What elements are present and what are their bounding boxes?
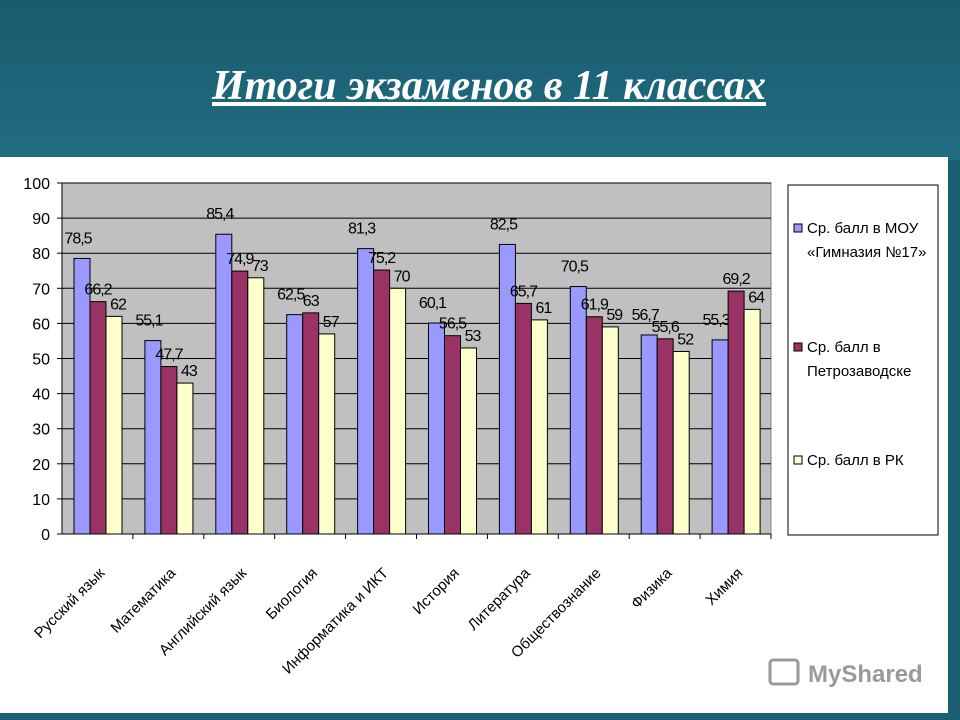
legend-label: Ср. балл в bbox=[807, 339, 881, 356]
legend-label: «Гимназия №17» bbox=[807, 244, 926, 261]
watermark-logo-icon bbox=[768, 658, 800, 686]
data-label: 64 bbox=[748, 289, 765, 306]
legend-label: Ср. балл в РК bbox=[807, 452, 904, 469]
legend-swatch bbox=[793, 455, 803, 465]
x-tick-label: Литература bbox=[465, 564, 535, 634]
y-tick-label: 60 bbox=[32, 316, 50, 333]
bar bbox=[569, 286, 587, 535]
bar bbox=[215, 233, 233, 535]
data-label: 62,5 bbox=[277, 287, 305, 304]
bar bbox=[247, 277, 265, 535]
bar bbox=[318, 333, 336, 535]
x-tick-label: Русский язык bbox=[31, 565, 109, 643]
y-tick-label: 10 bbox=[32, 492, 50, 509]
data-label: 53 bbox=[465, 328, 482, 345]
bar bbox=[460, 347, 477, 535]
bar bbox=[105, 315, 123, 535]
data-label: 61 bbox=[536, 300, 553, 317]
slide-title: Итоги экзаменов в 11 классах bbox=[212, 63, 767, 109]
bar bbox=[144, 340, 162, 535]
y-tick-label: 40 bbox=[32, 387, 50, 404]
y-tick-label: 100 bbox=[23, 176, 50, 193]
y-tick-label: 30 bbox=[32, 422, 50, 439]
data-label: 55,6 bbox=[652, 319, 680, 336]
bar bbox=[357, 248, 375, 535]
legend-label: Петрозаводске bbox=[807, 363, 911, 380]
data-label: 63 bbox=[303, 293, 320, 310]
bar bbox=[743, 308, 761, 535]
data-label: 56,7 bbox=[632, 307, 660, 324]
bar bbox=[428, 322, 445, 535]
bar bbox=[389, 287, 407, 535]
bar bbox=[302, 312, 320, 535]
data-label: 70 bbox=[394, 268, 411, 285]
data-label: 73 bbox=[252, 258, 269, 275]
data-label: 69,2 bbox=[723, 271, 751, 288]
bar bbox=[73, 257, 91, 535]
data-label: 85,4 bbox=[206, 206, 234, 223]
y-tick-label: 0 bbox=[41, 527, 50, 544]
data-label: 52 bbox=[677, 331, 694, 348]
y-tick-label: 20 bbox=[32, 457, 50, 474]
bar bbox=[514, 302, 532, 535]
x-tick-label: Биология bbox=[263, 565, 321, 623]
bar bbox=[656, 338, 674, 535]
data-label: 61,9 bbox=[581, 297, 609, 314]
data-label: 70,5 bbox=[561, 259, 589, 276]
data-label: 59 bbox=[606, 307, 623, 324]
data-label: 82,5 bbox=[490, 216, 518, 233]
bar bbox=[672, 350, 690, 535]
bar bbox=[176, 382, 194, 535]
data-label: 62 bbox=[110, 296, 127, 313]
data-label: 65,7 bbox=[510, 283, 538, 300]
data-label: 55,3 bbox=[703, 312, 731, 329]
data-label: 56,5 bbox=[439, 316, 467, 333]
data-label: 57 bbox=[323, 314, 340, 331]
data-label: 60,1 bbox=[419, 295, 447, 312]
legend-box bbox=[787, 184, 939, 536]
bar bbox=[286, 314, 304, 535]
bar bbox=[231, 270, 249, 535]
watermark: MyShared bbox=[808, 661, 923, 688]
data-label: 55,1 bbox=[135, 313, 163, 330]
header-background bbox=[0, 0, 960, 160]
data-label: 66,2 bbox=[84, 282, 112, 299]
data-label: 74,9 bbox=[226, 251, 254, 268]
bar bbox=[727, 290, 745, 535]
bar bbox=[711, 339, 729, 535]
bar bbox=[640, 334, 658, 535]
legend-swatch bbox=[793, 342, 803, 352]
data-label: 47,7 bbox=[155, 347, 183, 364]
x-tick-label: История bbox=[410, 565, 463, 618]
y-tick-label: 70 bbox=[32, 281, 50, 298]
bar bbox=[601, 326, 619, 535]
y-tick-label: 50 bbox=[32, 352, 50, 369]
data-label: 75,2 bbox=[368, 250, 396, 267]
x-tick-label: Химия bbox=[702, 565, 746, 609]
y-tick-label: 80 bbox=[32, 246, 50, 263]
x-tick-label: Математика bbox=[107, 564, 179, 636]
bar bbox=[444, 335, 461, 535]
bar bbox=[89, 301, 107, 535]
legend-swatch bbox=[793, 223, 803, 233]
bar bbox=[160, 366, 178, 535]
y-tick-label: 90 bbox=[32, 211, 50, 228]
bar bbox=[373, 269, 391, 535]
legend-label: Ср. балл в МОУ bbox=[807, 220, 919, 237]
data-label: 43 bbox=[181, 363, 198, 380]
x-tick-label: Физика bbox=[628, 564, 676, 612]
data-label: 81,3 bbox=[348, 221, 376, 238]
bar bbox=[585, 316, 603, 535]
data-label: 78,5 bbox=[64, 230, 92, 247]
bar bbox=[530, 319, 548, 535]
